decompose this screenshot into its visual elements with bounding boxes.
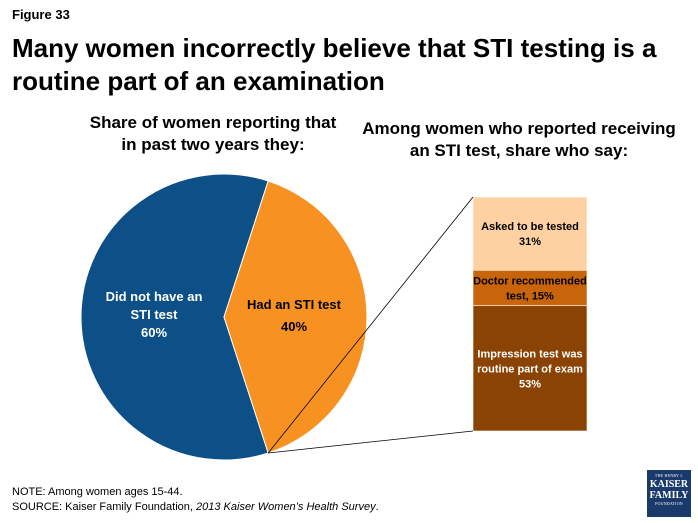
bar-label-routine: Impression test was routine part of exam 5… [477,348,583,390]
logo-line-4: FOUNDATION [655,501,683,506]
note-text: NOTE: Among women ages 15-44. [12,486,183,498]
pie-chart-title: Share of women reporting that in past tw… [89,113,337,154]
connector-line-bottom [268,430,474,454]
bar-label-doctor: Doctor recommended test, 15% [473,276,587,303]
kff-logo: THE HENRY J. KAISER FAMILY FOUNDATION [647,470,691,517]
footnote: NOTE: Among women ages 15-44. SOURCE: Ka… [12,485,379,515]
pie-label-no-test: Did not have an STI test 60% [106,289,203,340]
figure-label: Figure 33 [12,7,70,22]
bar-label-asked: Asked to be tested 31% [481,221,579,248]
pie-slice-no-test [80,173,269,461]
bar-segment-doctor [472,269,588,307]
source-text: SOURCE: Kaiser Family Foundation, 2013 K… [12,500,379,515]
pie-slice-had-test [223,180,368,454]
source-suffix: . [375,501,379,513]
logo-line-1: THE HENRY J. [654,473,684,478]
bar-segment-asked [472,196,588,271]
source-prefix: SOURCE: Kaiser Family Foundation, [12,501,197,513]
bar-chart-title: Among women who reported receiving an ST… [362,119,676,160]
chart-title: Many women incorrectly believe that STI … [12,33,657,96]
pie-label-had-test: Had an STI test 40% [247,297,342,334]
logo-line-2: KAISER [649,479,689,490]
logo-line-3: FAMILY [649,490,689,501]
connector-line-top [267,196,474,454]
source-title: 2013 Kaiser Women’s Health Survey [196,501,376,513]
bar-segment-routine [472,305,588,432]
